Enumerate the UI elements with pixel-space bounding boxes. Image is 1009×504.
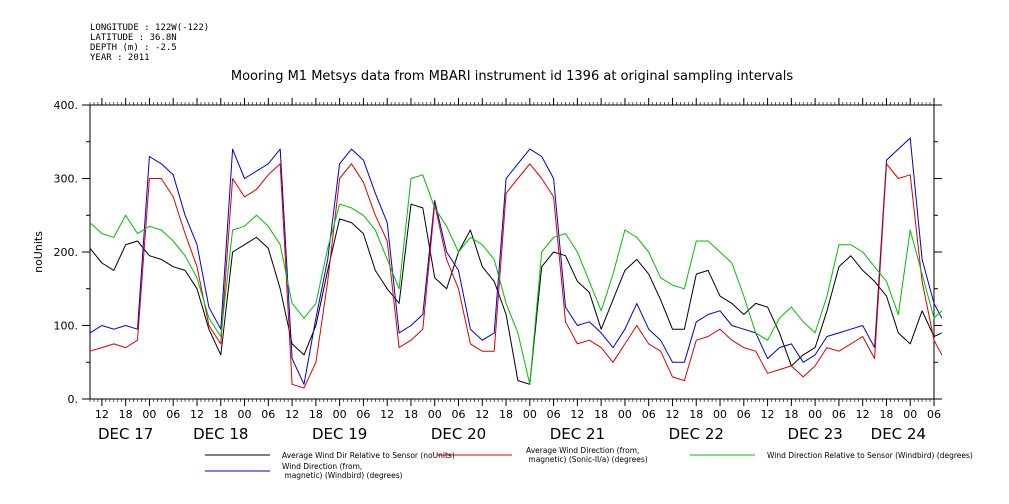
x-tick-label: 06 bbox=[737, 408, 751, 421]
x-tick-label: 18 bbox=[309, 408, 323, 421]
axes: 12 18 00 06 12 18 00 06 12 18 00 06 12 18 00 06 12 18 00 06… bbox=[54, 98, 942, 443]
x-tick-label: 06 bbox=[642, 408, 656, 421]
series-line-3 bbox=[89, 174, 943, 385]
x-tick-label: 06 bbox=[356, 408, 370, 421]
x-tick-label: 12 bbox=[285, 408, 299, 421]
x-tick-label: 00 bbox=[618, 408, 632, 421]
x-tick-label: 00 bbox=[142, 408, 156, 421]
x-tick-label: 06 bbox=[547, 408, 561, 421]
y-tick-label: 0. bbox=[68, 393, 79, 406]
series-line-1 bbox=[89, 137, 943, 385]
meta-year: YEAR : 2011 bbox=[90, 53, 150, 63]
x-tick-label: 06 bbox=[166, 408, 180, 421]
metadata-block: LONGITUDE : 122W(-122) LATITUDE : 36.8N … bbox=[90, 23, 209, 63]
x-day-label: DEC 23 bbox=[787, 425, 842, 443]
x-tick-label: 18 bbox=[689, 408, 703, 421]
x-tick-label: 00 bbox=[238, 408, 252, 421]
legend-label-3: Wind Direction (from, magnetic) (Windbir… bbox=[282, 462, 403, 480]
x-tick-label: 18 bbox=[879, 408, 893, 421]
x-tick-label: 12 bbox=[190, 408, 204, 421]
x-tick-label: 00 bbox=[808, 408, 822, 421]
x-tick-label: 18 bbox=[594, 408, 608, 421]
meta-depth: DEPTH (m) : -2.5 bbox=[90, 43, 177, 53]
series-line-2 bbox=[89, 163, 943, 389]
meta-latitude: LATITUDE : 36.8N bbox=[90, 33, 177, 43]
x-day-label: DEC 20 bbox=[431, 425, 486, 443]
x-tick-label: 12 bbox=[665, 408, 679, 421]
legend-label-1: Average Wind Direction (from, magnetic) … bbox=[526, 446, 648, 464]
x-day-label: DEC 19 bbox=[312, 425, 367, 443]
y-axis-label: noUnits bbox=[32, 231, 45, 273]
x-day-label: DEC 24 bbox=[871, 425, 926, 443]
y-tick-label: 300. bbox=[54, 173, 79, 186]
x-tick-label: 06 bbox=[832, 408, 846, 421]
x-day-label: DEC 17 bbox=[98, 425, 153, 443]
x-tick-label: 00 bbox=[713, 408, 727, 421]
series-layer bbox=[89, 137, 943, 389]
x-tick-label: 06 bbox=[452, 408, 466, 421]
x-tick-label: 12 bbox=[380, 408, 394, 421]
x-tick-label: 12 bbox=[475, 408, 489, 421]
legend-label-0: Average Wind Dir Relative to Sensor (noU… bbox=[282, 451, 455, 460]
legend: Average Wind Dir Relative to Sensor (noU… bbox=[205, 446, 973, 480]
chart-title: Mooring M1 Metsys data from MBARI instru… bbox=[231, 69, 793, 84]
x-tick-label: 00 bbox=[428, 408, 442, 421]
x-tick-label: 12 bbox=[570, 408, 584, 421]
x-tick-label: 00 bbox=[903, 408, 917, 421]
series-line-0 bbox=[89, 203, 943, 385]
y-tick-label: 100. bbox=[54, 320, 79, 333]
y-tick-label: 200. bbox=[54, 246, 79, 259]
x-tick-label: 00 bbox=[333, 408, 347, 421]
x-day-label: DEC 21 bbox=[550, 425, 605, 443]
x-tick-label: 12 bbox=[761, 408, 775, 421]
x-day-label: DEC 22 bbox=[669, 425, 724, 443]
y-tick-label: 400. bbox=[54, 99, 79, 112]
x-tick-label: 18 bbox=[404, 408, 418, 421]
x-tick-label: 06 bbox=[927, 408, 941, 421]
x-tick-label: 12 bbox=[856, 408, 870, 421]
x-tick-label: 18 bbox=[784, 408, 798, 421]
x-tick-label: 18 bbox=[499, 408, 513, 421]
plot-frame bbox=[89, 104, 935, 400]
x-tick-label: 06 bbox=[261, 408, 275, 421]
meta-longitude: LONGITUDE : 122W(-122) bbox=[90, 23, 209, 33]
x-tick-label: 18 bbox=[119, 408, 133, 421]
x-day-label: DEC 18 bbox=[193, 425, 248, 443]
x-tick-label: 00 bbox=[523, 408, 537, 421]
x-tick-label: 12 bbox=[95, 408, 109, 421]
x-tick-label: 18 bbox=[214, 408, 228, 421]
legend-label-2: Wind Direction Relative to Sensor (Windb… bbox=[767, 451, 973, 460]
